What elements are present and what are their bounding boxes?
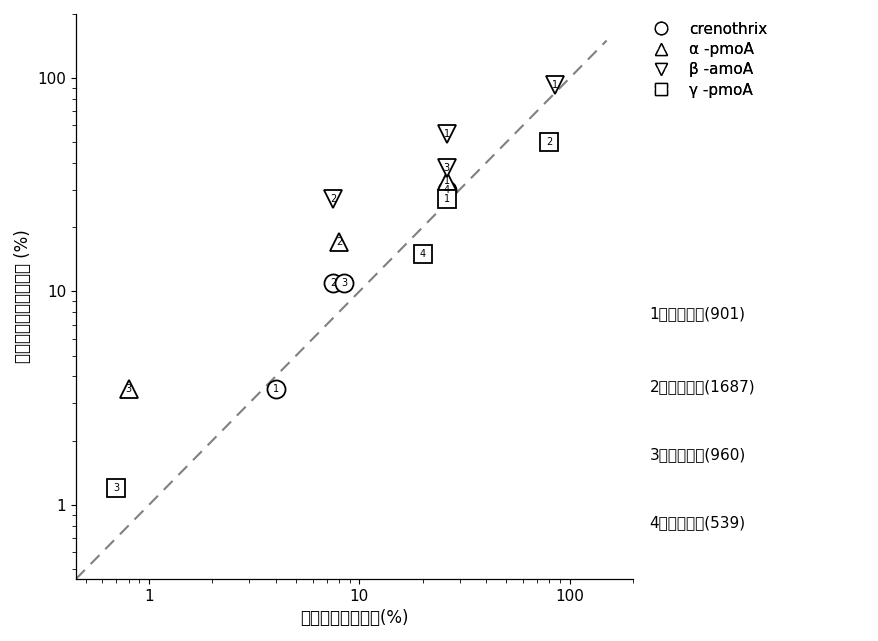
Text: 1: 1 [443,176,449,186]
Text: 2: 2 [335,237,342,247]
Text: 3: 3 [126,384,132,394]
Text: 3: 3 [113,483,119,493]
Text: 1号混合体系(901): 1号混合体系(901) [649,306,745,320]
Legend: crenothrix, α -pmoA, β -amoA, γ -pmoA: crenothrix, α -pmoA, β -amoA, γ -pmoA [645,22,766,97]
Text: 2号混合体系(1687): 2号混合体系(1687) [649,379,754,394]
Text: 4: 4 [443,185,449,195]
X-axis label: 模板中的相对数量(%): 模板中的相对数量(%) [300,609,408,627]
Text: 1: 1 [272,384,278,394]
Text: 2: 2 [329,194,335,204]
Text: 1: 1 [551,80,558,90]
Text: 4号混合体系(539): 4号混合体系(539) [649,515,745,530]
Text: 3号混合体系(960): 3号混合体系(960) [649,447,745,462]
Y-axis label: 扩增产物中的相对数量 (%): 扩增产物中的相对数量 (%) [14,229,32,363]
Text: 4: 4 [419,249,425,259]
Text: 2: 2 [545,137,551,147]
Text: 3: 3 [341,278,347,288]
Text: 1: 1 [443,128,449,138]
Text: 3: 3 [443,163,449,173]
Text: 2: 2 [329,278,335,288]
Text: 1: 1 [443,194,449,204]
